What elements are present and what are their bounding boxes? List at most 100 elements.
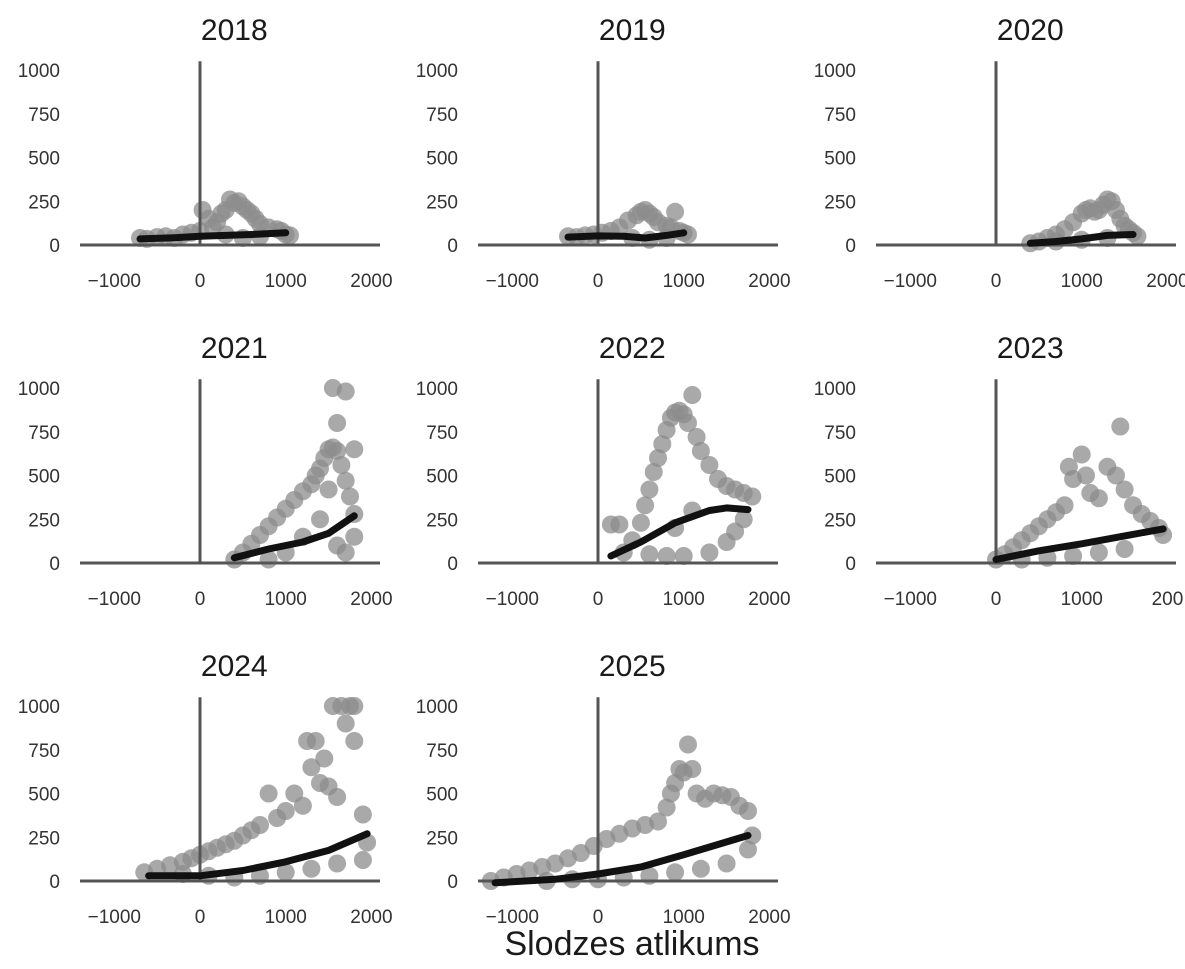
panel-title: 2019	[599, 14, 666, 47]
y-tick-label: 250	[28, 192, 60, 213]
y-tick-label: 250	[28, 510, 60, 531]
x-tick-label: −1000	[486, 907, 539, 928]
x-tick-label: 1000	[265, 589, 307, 610]
scatter-point	[336, 543, 355, 562]
panel-title: 2021	[201, 332, 268, 365]
panel-2025: 2025 0 250 500 750 1000 −1000 0 1000 2000	[416, 650, 791, 928]
scatter-point	[302, 859, 321, 878]
panel-2024: 2024 0 250 500 750 1000 −1000 0 1000 2000	[18, 650, 393, 928]
scatter-point	[739, 840, 757, 859]
scatter-point	[293, 796, 312, 815]
y-tick-label: 750	[28, 105, 60, 126]
y-tick-label: 500	[426, 467, 458, 488]
panel-2020: 2020 0 250 500 750 1000 −1000 0 1000 2000	[814, 14, 1185, 292]
scatter-point	[276, 802, 295, 820]
scatter-point	[653, 435, 672, 453]
y-tick-label: 750	[824, 423, 856, 444]
panel-2023: 2023 0 250 500 750 1000 −1000 0 1000 200	[814, 332, 1184, 610]
scatter-point	[1089, 489, 1108, 508]
y-tick-label: 500	[28, 149, 60, 170]
x-tick-label: 2000	[1146, 271, 1185, 292]
y-tick-label: 1000	[416, 379, 458, 400]
scatter-point	[691, 859, 710, 878]
scatter-point	[679, 735, 697, 754]
scatter-point	[743, 487, 762, 506]
y-tick-label: 750	[426, 741, 458, 762]
y-tick-label: 500	[28, 467, 60, 488]
scatter-point	[649, 449, 667, 467]
y-tick-label: 500	[28, 785, 60, 806]
x-tick-label: −1000	[88, 589, 141, 610]
scatter-point	[336, 714, 355, 733]
x-tick-label: 0	[593, 589, 604, 610]
x-tick-label: −1000	[486, 589, 539, 610]
scatter-point	[1089, 543, 1108, 562]
scatter-point	[649, 812, 667, 831]
scatter-point	[332, 456, 351, 474]
y-tick-label: 750	[28, 423, 60, 444]
y-tick-label: 1000	[814, 61, 856, 82]
scatter-point	[1072, 445, 1091, 464]
x-tick-label: 2000	[748, 589, 790, 610]
trend-line	[607, 504, 752, 560]
scatter-point	[674, 547, 693, 565]
y-tick-label: 1000	[416, 697, 458, 718]
scatter-point	[683, 760, 702, 778]
panel-title: 2025	[599, 650, 666, 683]
panel-title: 2020	[997, 14, 1064, 47]
y-tick-label: 0	[49, 872, 60, 893]
trend-line	[564, 229, 688, 242]
y-tick-label: 0	[447, 554, 458, 575]
scatter-point	[644, 463, 663, 481]
scatter-point	[679, 414, 697, 432]
scatter-point	[717, 854, 736, 873]
trend-line	[145, 830, 371, 880]
scatter-point	[315, 749, 334, 768]
scatter-point	[345, 527, 364, 546]
y-tick-label: 500	[426, 785, 458, 806]
scatter-point	[1077, 466, 1095, 485]
panel-2022: 2022 0 250 500 750 1000 −1000 0 1000 2000	[416, 332, 791, 610]
scatter-point	[640, 545, 659, 564]
scatter-point	[328, 442, 347, 460]
scatter-points	[559, 201, 697, 249]
x-tick-label: 0	[593, 271, 604, 292]
x-tick-label: 1000	[663, 271, 705, 292]
scatter-point	[700, 543, 719, 562]
scatter-point	[691, 442, 710, 460]
scatter-point	[259, 784, 278, 803]
x-tick-label: −1000	[88, 907, 141, 928]
scatter-point	[640, 480, 659, 499]
scatter-point	[306, 732, 325, 750]
scatter-point	[1064, 547, 1083, 565]
y-tick-label: 750	[28, 741, 60, 762]
scatter-point	[328, 788, 347, 806]
trend-line	[136, 229, 290, 243]
y-tick-label: 750	[426, 423, 458, 444]
x-tick-label: 1000	[265, 907, 307, 928]
scatter-point	[666, 202, 685, 221]
y-tick-label: 0	[447, 236, 458, 257]
x-tick-label: 0	[195, 907, 206, 928]
scatter-point	[1107, 466, 1125, 485]
scatter-point	[683, 386, 702, 404]
scatter-point	[717, 533, 736, 551]
trend-line	[992, 525, 1167, 563]
scatter-point	[743, 826, 762, 845]
panel-2019: 2019 0 250 500 750 1000 −1000 0 1000 2000	[416, 14, 791, 292]
x-tick-label: 0	[593, 907, 604, 928]
trend-line	[1026, 231, 1137, 247]
y-tick-label: 0	[447, 872, 458, 893]
y-tick-label: 1000	[416, 61, 458, 82]
x-tick-label: 0	[991, 589, 1002, 610]
x-tick-label: 1000	[265, 271, 307, 292]
scatter-point	[353, 805, 372, 824]
y-tick-label: 0	[49, 236, 60, 257]
panel-title: 2024	[201, 650, 268, 683]
panel-2018: 2018 0 250 500 750 1000 −1000 0 1000 2000	[18, 14, 393, 292]
x-tick-label: 2000	[748, 271, 790, 292]
panel-2021: 2021 0 250 500 750 1000 −1000 0 1000 2000	[18, 332, 393, 610]
y-tick-label: 500	[426, 149, 458, 170]
